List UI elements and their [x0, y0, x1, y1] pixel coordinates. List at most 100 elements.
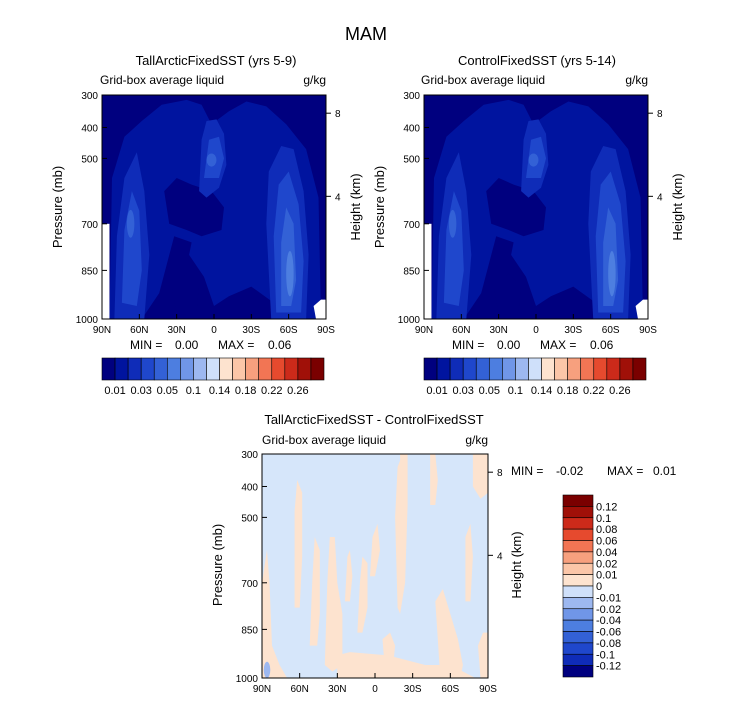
max-label: MAX =: [218, 338, 254, 352]
colorbar-label: 0.06: [596, 536, 617, 548]
missing-data: [635, 299, 648, 319]
colorbar-label: 0.18: [557, 385, 578, 397]
y-tick-label: 1000: [236, 674, 259, 685]
x-tick-label: 0: [211, 325, 217, 336]
level-5-core: [286, 250, 294, 297]
level-pos-fill: [430, 454, 438, 505]
colorbar-label: 0.1: [596, 513, 611, 525]
colorbar-swatch: [562, 665, 594, 678]
panel-units: g/kg: [303, 73, 326, 87]
x-tick-label: 60N: [130, 325, 148, 336]
colorbar-swatch: [562, 528, 594, 541]
max-value: 0.01: [653, 464, 677, 478]
level-pos-fill: [370, 523, 380, 577]
x-tick-label: 30N: [489, 325, 507, 336]
colorbar-swatch: [562, 540, 594, 553]
colorbar-swatch: [562, 619, 594, 632]
colorbar-swatch: [206, 357, 220, 381]
y-tick-label: 850: [81, 266, 98, 277]
colorbar-swatch: [562, 494, 594, 507]
x-tick-label: 30S: [564, 325, 582, 336]
contour-plot: 90N 60N 30N 0 30S 60S 90S 300 400 500 700 850 1000 8 4: [236, 450, 503, 695]
level-pos-fill: [262, 550, 288, 678]
colorbar-swatch: [606, 357, 621, 381]
panel-subtitle: Grid-box average liquid: [100, 73, 224, 87]
colorbar-swatch: [580, 357, 595, 381]
colorbar-swatch: [297, 357, 312, 381]
colorbar-swatch: [632, 357, 647, 381]
y-tick-label: 700: [403, 220, 420, 231]
level-pos-fill: [465, 523, 473, 602]
colorbar-label: 0.08: [596, 524, 617, 536]
missing-data: [313, 299, 326, 319]
max-value: 0.06: [590, 338, 614, 352]
contour-plot: 90N 60N 30N 0 30S 60S 90S 300 400 500 700 850 1000 8 4: [398, 91, 663, 336]
y-tick-label: 850: [403, 266, 420, 277]
missing-data: [424, 223, 432, 319]
colorbar-label: 0.26: [287, 385, 308, 397]
level-pos-fill: [324, 537, 343, 672]
colorbar-swatch: [554, 357, 568, 381]
level-4-core: [206, 153, 217, 167]
figure-title: MAM: [345, 24, 387, 44]
y-tick-label: 400: [403, 123, 420, 134]
y-right-tick-label: 4: [497, 551, 503, 562]
y-axis-right-label: Height (km): [509, 531, 524, 598]
y-tick-label: 700: [81, 220, 98, 231]
x-tick-label: 60S: [602, 325, 620, 336]
colorbar-label: 0.22: [583, 385, 604, 397]
level-pos-fill: [309, 537, 320, 646]
colorbar: 0.01 0.03 0.05 0.1 0.14 0.18 0.22 0.26: [101, 357, 325, 397]
colorbar-swatch: [619, 357, 634, 381]
colorbar: 0.01 0.03 0.05 0.1 0.14 0.18 0.22 0.26: [423, 357, 647, 397]
colorbar-swatch: [562, 642, 594, 655]
colorbar: 0.120.10.080.060.040.020.010-0.01-0.02-0…: [562, 494, 621, 678]
colorbar-label: 0.01: [426, 385, 447, 397]
low-region: [171, 273, 200, 316]
colorbar-swatch: [114, 357, 129, 381]
x-tick-label: 90S: [317, 325, 335, 336]
panel-title: ControlFixedSST (yrs 5-14): [458, 53, 616, 68]
max-label: MAX =: [607, 464, 643, 478]
colorbar-label: 0.05: [479, 385, 500, 397]
contour-plot: 90N 60N 30N 0 30S 60S 90S 300 400 500 700 850 1000 8 4: [76, 91, 341, 336]
panel-subtitle: Grid-box average liquid: [262, 433, 386, 447]
colorbar-swatch: [562, 608, 594, 621]
level-5-core: [608, 250, 616, 297]
min-label: MIN =: [511, 464, 543, 478]
level-pos-fill: [435, 589, 463, 678]
x-tick-label: 30N: [328, 684, 346, 695]
y-tick-label: 500: [403, 154, 420, 165]
panel-subtitle: Grid-box average liquid: [421, 73, 545, 87]
colorbar-label: 0.22: [261, 385, 282, 397]
colorbar-swatch: [562, 551, 594, 564]
y-right-tick-label: 8: [335, 109, 341, 120]
y-tick-label: 1000: [76, 315, 99, 326]
colorbar-swatch: [127, 357, 142, 381]
level-4-core: [448, 209, 457, 238]
colorbar-label: 0.03: [130, 385, 151, 397]
y-axis-label: Pressure (mb): [372, 166, 387, 248]
colorbar-swatch: [284, 357, 299, 381]
colorbar-swatch: [541, 357, 555, 381]
colorbar-swatch: [449, 357, 464, 381]
colorbar-label: 0.1: [186, 385, 201, 397]
y-tick-label: 300: [241, 450, 258, 461]
colorbar-swatch: [562, 597, 594, 610]
y-tick-label: 400: [81, 123, 98, 134]
x-tick-label: 90N: [253, 684, 271, 695]
panel-title: TallArcticFixedSST (yrs 5-9): [136, 53, 297, 68]
colorbar-swatch: [567, 357, 582, 381]
level-pos-fill: [337, 652, 476, 678]
y-axis-right-label: Height (km): [670, 173, 685, 240]
colorbar-swatch: [193, 357, 207, 381]
level-3-fill: [121, 191, 142, 306]
x-tick-label: 0: [533, 325, 539, 336]
y-right-tick-label: 8: [497, 468, 503, 479]
contour-fills: [262, 454, 488, 678]
contour-fills: [424, 95, 648, 319]
missing-data: [102, 223, 110, 319]
colorbar-swatch: [153, 357, 168, 381]
x-tick-label: 90S: [479, 684, 497, 695]
colorbar-swatch: [475, 357, 490, 381]
